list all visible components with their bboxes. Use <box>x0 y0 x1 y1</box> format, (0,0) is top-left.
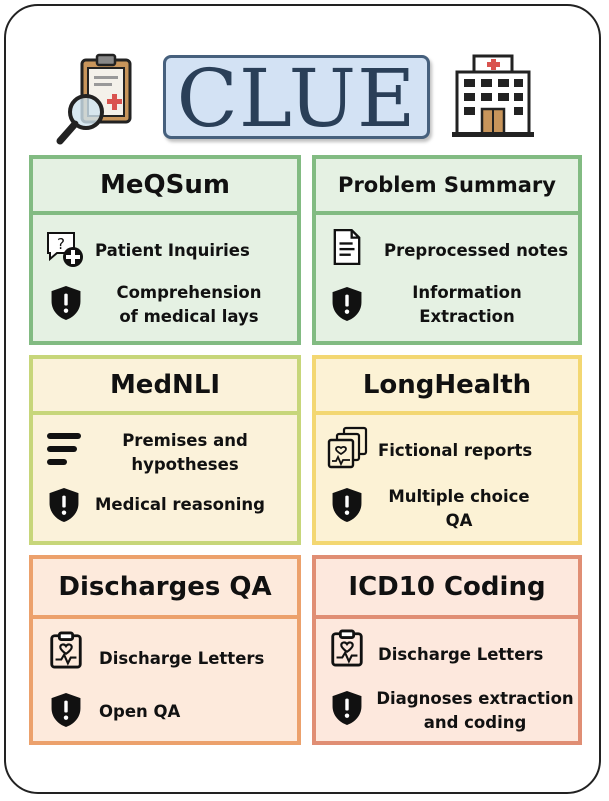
card-title: LongHealth <box>316 359 578 415</box>
row-label: Discharge Letters <box>378 645 544 664</box>
card-icd10-coding: ICD10 Coding Discharge Letters Diagnoses… <box>312 555 582 745</box>
shield-icon <box>330 486 364 524</box>
card-meqsum: MeQSum ? Patient Inquiries Comprehension… <box>29 155 301 345</box>
row-input: Preprocessed notes <box>384 239 580 263</box>
clipboard-magnifier-icon <box>56 53 132 145</box>
card-title: MedNLI <box>33 359 297 415</box>
row-input: Premises and hypotheses <box>95 429 275 477</box>
row-task: Comprehension of medical lays <box>91 281 287 329</box>
shield-icon <box>330 285 364 323</box>
row-input: Fictional reports <box>378 439 578 463</box>
row-label: Diagnoses extraction and coding <box>376 689 574 732</box>
row-label: Preprocessed notes <box>384 241 569 260</box>
card-problem-summary: Problem Summary Preprocessed notes Infor… <box>312 155 582 345</box>
row-task: Diagnoses extraction and coding <box>372 687 578 735</box>
medical-clipboard-icon <box>328 629 366 667</box>
clue-logo-box: CLUE <box>163 54 430 144</box>
card-title: Discharges QA <box>33 559 297 619</box>
svg-text:?: ? <box>57 235 65 253</box>
card-title: Problem Summary <box>316 159 578 215</box>
row-task: Information Extraction <box>374 281 560 329</box>
hospital-icon <box>452 54 534 137</box>
card-mednli: MedNLI Premises and hypotheses Medical re… <box>29 355 301 545</box>
card-discharges-qa: Discharges QA Discharge Letters Open QA <box>29 555 301 745</box>
row-label: Discharge Letters <box>99 649 265 668</box>
card-title: ICD10 Coding <box>316 559 578 619</box>
chat-question-icon: ? <box>47 232 83 267</box>
shield-icon <box>49 691 83 729</box>
card-longhealth: LongHealth Fictional reports Multiple ch… <box>312 355 582 545</box>
row-label: Multiple choice QA <box>388 487 530 530</box>
stacked-reports-icon <box>327 426 368 469</box>
shield-icon <box>47 486 81 524</box>
row-task: Multiple choice QA <box>374 485 544 533</box>
shield-icon <box>330 689 364 727</box>
row-task: Open QA <box>99 700 299 724</box>
row-input: Discharge Letters <box>378 643 578 667</box>
row-input: Patient Inquiries <box>95 239 295 263</box>
row-label: Medical reasoning <box>95 495 265 514</box>
row-label: Fictional reports <box>378 441 533 460</box>
card-title: MeQSum <box>33 159 297 215</box>
row-input: Discharge Letters <box>99 647 299 671</box>
shield-icon <box>49 284 83 322</box>
clue-logo-text: CLUE <box>176 52 417 145</box>
row-label: Premises and hypotheses <box>122 431 248 474</box>
text-lines-icon <box>47 433 81 465</box>
row-label: Comprehension of medical lays <box>116 283 262 326</box>
document-icon <box>333 228 361 266</box>
row-label: Patient Inquiries <box>95 241 250 260</box>
row-label: Open QA <box>99 702 181 721</box>
medical-clipboard-icon <box>47 631 85 669</box>
row-task: Medical reasoning <box>95 493 295 517</box>
row-label: Information Extraction <box>412 283 522 326</box>
